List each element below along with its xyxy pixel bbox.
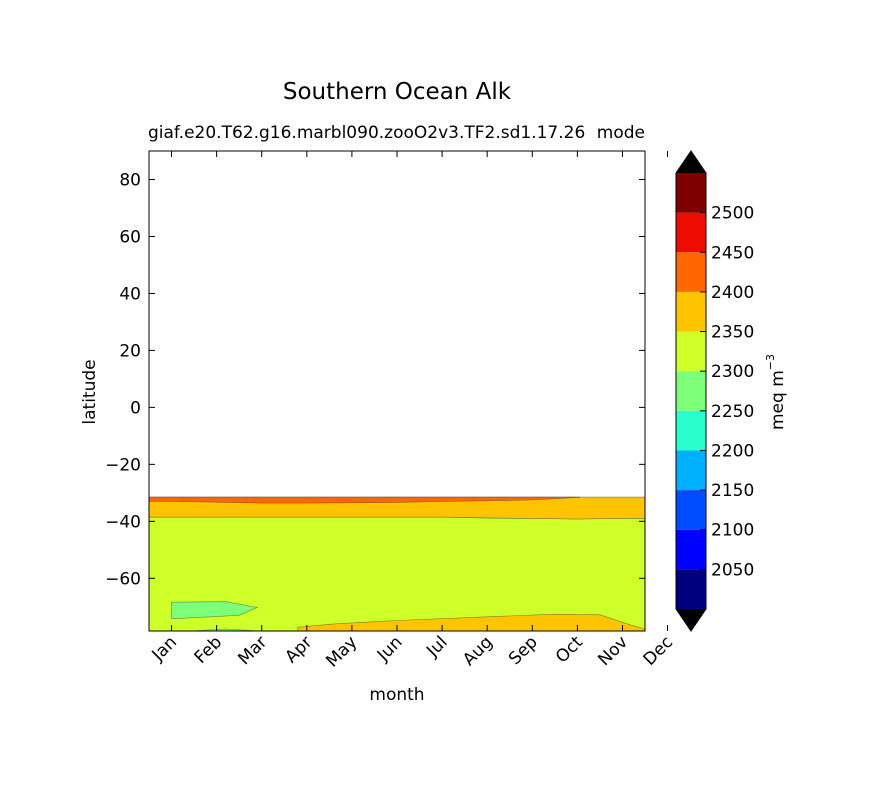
- y-tick-label: −40: [105, 512, 141, 532]
- y-tick-label: 40: [119, 284, 141, 304]
- x-tick-label: Jul: [422, 632, 451, 661]
- colorbar-tick-label: 2100: [711, 521, 754, 541]
- x-tick-label: Aug: [459, 632, 497, 670]
- y-tick-label: 60: [119, 227, 141, 247]
- x-tick-label: Apr: [281, 632, 316, 667]
- chart-subtitle-left: giaf.e20.T62.g16.marbl090.zooO2v3.TF2.sd…: [148, 123, 585, 143]
- colorbar-swatch: [676, 450, 706, 491]
- colorbar-outline: [675, 150, 707, 632]
- x-tick-label: Oct: [552, 632, 587, 667]
- y-tick-label: 80: [119, 170, 141, 190]
- colorbar-label-base: meq m: [768, 370, 788, 430]
- chart-title: Southern Ocean Alk: [283, 79, 512, 105]
- colorbar-tick-label: 2050: [711, 560, 754, 580]
- colorbar-swatch: [676, 490, 706, 530]
- contour-region-6: [297, 613, 645, 631]
- contour-region-4: [171, 601, 259, 620]
- y-tick-label: 20: [119, 341, 141, 361]
- x-tick-label: Dec: [640, 632, 677, 669]
- colorbar-swatch: [676, 291, 706, 332]
- colorbar-tick-label: 2500: [711, 204, 754, 224]
- y-tick-label: −20: [105, 455, 141, 475]
- x-axis-label: month: [369, 685, 424, 705]
- colorbar-swatch: [676, 173, 706, 213]
- colorbar-tick-label: 2400: [711, 283, 754, 303]
- colorbar-label-exponent: −3: [764, 354, 777, 370]
- colorbar: 2050 2100 2150 2200 2250 2300 2350 2400 2450 2500: [675, 150, 754, 632]
- contour-fills: [149, 496, 645, 631]
- x-tick-label: Jun: [373, 632, 407, 666]
- colorbar-tick-label: 2250: [711, 402, 754, 422]
- y-tick-label: 0: [130, 398, 141, 418]
- x-tick-label: Jan: [148, 632, 181, 665]
- y-axis-label: latitude: [80, 359, 100, 424]
- colorbar-tick-label: 2350: [711, 323, 754, 343]
- colorbar-swatch: [676, 371, 706, 411]
- colorbar-swatch: [676, 252, 706, 292]
- colorbar-extend-high: [676, 151, 706, 173]
- colorbar-extend-low: [676, 609, 706, 631]
- y-tick-label: −60: [105, 569, 141, 589]
- colorbar-swatch: [676, 569, 706, 609]
- contour-region-3: [149, 496, 580, 504]
- colorbar-swatch: [676, 331, 706, 372]
- x-tick-label: Feb: [191, 632, 226, 667]
- x-tick-label: Sep: [505, 632, 542, 669]
- colorbar-tick-label: 2200: [711, 441, 754, 461]
- colorbar-swatch: [676, 410, 706, 451]
- colorbar-label: meq m−3: [764, 354, 788, 430]
- colorbar-tick-label: 2150: [711, 481, 754, 501]
- plot-area: [149, 496, 645, 631]
- x-tick-label: May: [322, 632, 361, 671]
- x-tick-label: Nov: [594, 632, 632, 670]
- colorbar-tick-label: 2450: [711, 243, 754, 263]
- colorbar-tick-label: 2300: [711, 362, 754, 382]
- x-tick-label: Mar: [234, 632, 271, 669]
- colorbar-swatch: [676, 212, 706, 253]
- colorbar-swatch: [676, 529, 706, 570]
- chart-subtitle-right: mode: [597, 123, 645, 143]
